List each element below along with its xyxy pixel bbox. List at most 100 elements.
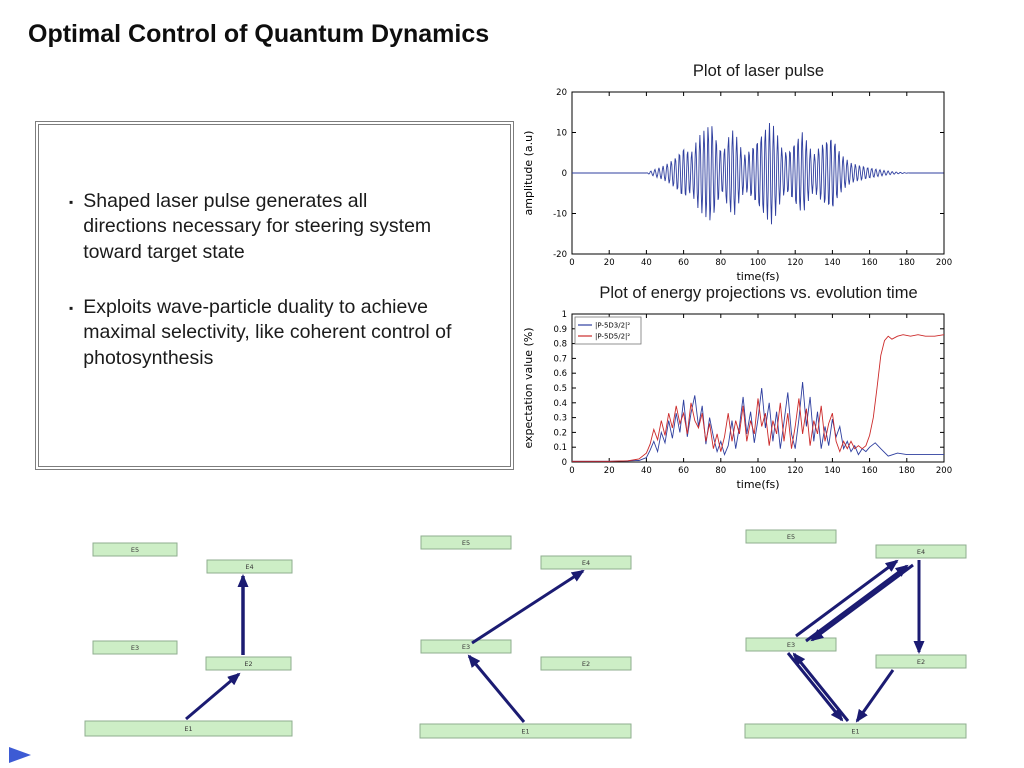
energy-level-bar	[875, 544, 967, 559]
energy-level-label: E3	[462, 643, 470, 651]
energy-level-label: E1	[184, 725, 192, 733]
legend-label: |P-5D5/2|²	[595, 333, 630, 341]
energy-level-bar	[84, 720, 293, 737]
ppt-watermark	[9, 747, 31, 763]
energy-level-bar	[420, 535, 512, 550]
x-tick-label: 40	[641, 466, 652, 476]
energy-projection-chart-title: Plot of energy projections vs. evolution…	[599, 284, 918, 302]
energy-level-label: E2	[582, 660, 590, 668]
x-tick-label: 200	[936, 258, 952, 268]
y-tick-label: 0.1	[553, 443, 567, 453]
x-axis-label: time(fs)	[736, 478, 779, 491]
series-line	[572, 122, 944, 225]
y-tick-label: 0.3	[553, 414, 567, 424]
energy-level-bar	[420, 639, 512, 654]
energy-level-diagrams: E5 E4 E3 E2 E1 E5 E4 E3 E2 E1 E5 E4 E3 E2 E1	[84, 529, 967, 739]
x-tick-label: 60	[678, 466, 689, 476]
x-tick-label: 80	[715, 258, 726, 268]
energy-level-label: E2	[917, 658, 925, 666]
legend-label: |P-5D3/2|²	[595, 322, 630, 330]
y-tick-label: 0.7	[553, 354, 567, 364]
bullet-textbox: ▪ Shaped laser pulse generates all direc…	[35, 121, 514, 470]
transition-arrow	[792, 652, 850, 722]
laser-pulse-plot: 0 20 40 60 80 100 120 140 160 180 200 -20 -10 0 10 20 ti…	[522, 88, 952, 283]
energy-level-label: E4	[245, 563, 253, 571]
x-tick-label: 60	[678, 258, 689, 268]
y-tick-label: 0.2	[553, 428, 567, 438]
energy-level-label: E5	[787, 533, 795, 541]
x-tick-label: 120	[787, 466, 803, 476]
y-tick-label: 0.9	[553, 325, 567, 335]
y-tick-label: 20	[556, 88, 567, 98]
x-tick-label: 0	[569, 258, 574, 268]
laser-pulse-chart: Plot of laser pulse 0 20 40 60 80 100 120 140 16…	[520, 62, 975, 296]
x-tick-label: 20	[604, 258, 615, 268]
energy-level-label: E3	[131, 644, 139, 652]
transition-arrow	[810, 563, 914, 642]
energy-level-bar	[540, 555, 632, 570]
transition-arrow	[795, 559, 899, 638]
bullet-marker: ▪	[69, 301, 74, 316]
x-tick-label: 100	[750, 258, 766, 268]
transition-arrow	[805, 564, 909, 643]
y-tick-label: 0.4	[553, 399, 567, 409]
energy-projection-chart: Plot of energy projections vs. evolution…	[520, 284, 975, 505]
energy-level-label: E1	[521, 727, 529, 735]
energy-level-label: E1	[851, 727, 859, 735]
x-tick-label: 140	[824, 466, 840, 476]
bullet-text: Shaped laser pulse generates all directi…	[83, 190, 432, 263]
transition-arrow	[185, 672, 241, 721]
x-tick-label: 160	[861, 258, 877, 268]
x-tick-label: 20	[604, 466, 615, 476]
x-tick-label: 40	[641, 258, 652, 268]
ppt-watermark-shape	[9, 747, 31, 763]
x-tick-label: 180	[899, 466, 915, 476]
energy-level-bar	[540, 656, 632, 671]
transition-arrow	[467, 654, 526, 723]
x-tick-label: 200	[936, 466, 952, 476]
x-tick-label: 180	[899, 258, 915, 268]
energy-level-bar	[745, 637, 837, 652]
y-tick-label: 0	[562, 458, 567, 468]
energy-level-bar	[206, 559, 293, 574]
y-tick-label: 1	[562, 310, 567, 320]
energy-level-bar	[92, 640, 178, 655]
y-tick-label: 0.8	[553, 340, 567, 350]
energy-level-bar	[745, 529, 837, 544]
energy-level-label: E2	[244, 660, 252, 668]
y-tick-label: 0.6	[553, 369, 567, 379]
y-tick-label: -20	[553, 250, 567, 260]
energy-level-bar	[419, 723, 632, 739]
energy-level-bar	[875, 654, 967, 669]
bullet-text: Exploits wave-particle duality to achiev…	[83, 296, 452, 369]
energy-level-label: E3	[787, 641, 795, 649]
x-tick-label: 140	[824, 258, 840, 268]
transition-arrow	[786, 652, 844, 722]
bullet-item: ▪ Exploits wave-particle duality to achi…	[69, 295, 452, 371]
y-axis-label: expectation value (%)	[522, 327, 535, 448]
laser-pulse-chart-title: Plot of laser pulse	[692, 62, 825, 80]
x-tick-label: 100	[750, 466, 766, 476]
bullet-marker: ▪	[69, 195, 74, 209]
energy-level-bar	[744, 723, 967, 739]
transition-arrow	[471, 569, 585, 645]
x-tick-label: 160	[861, 466, 877, 476]
x-tick-label: 120	[787, 258, 803, 268]
bullet-textbox-inner: ▪ Shaped laser pulse generates all direc…	[38, 124, 511, 467]
y-tick-label: 0	[562, 169, 567, 179]
energy-level-label: E4	[582, 559, 590, 567]
energy-level-bar	[205, 656, 292, 671]
energy-level-label: E5	[131, 546, 139, 554]
energy-level-bar	[92, 542, 178, 557]
legend-box	[574, 316, 642, 345]
y-tick-label: 0.5	[553, 384, 567, 394]
bullet-item: ▪ Shaped laser pulse generates all direc…	[69, 189, 452, 265]
transition-arrow	[855, 669, 895, 723]
energy-level-label: E5	[462, 539, 470, 547]
energy-projection-plot: 0 20 40 60 80 100 120 140 160 180 200 0 0.1 0.2 0.3 0.4…	[522, 310, 952, 491]
series-line	[572, 334, 945, 462]
x-axis-label: time(fs)	[736, 270, 779, 283]
y-tick-label: -10	[553, 210, 567, 220]
slide-title: Optimal Control of Quantum Dynamics	[28, 20, 490, 48]
